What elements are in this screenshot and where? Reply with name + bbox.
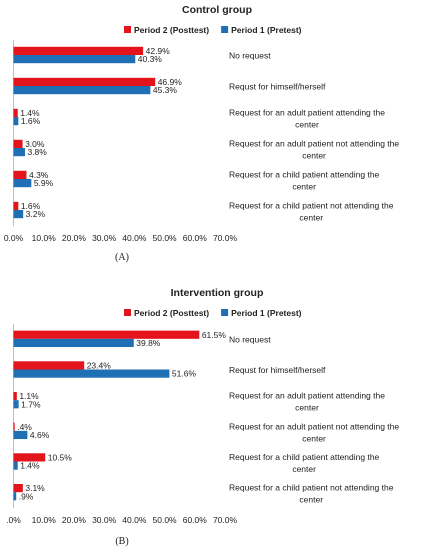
x-tick-label-8: 70.0% [213,233,238,243]
data-label-pretest-5: 5.9% [34,178,54,188]
data-label-posttest-5: 10.5% [48,453,73,463]
legend-swatch-2 [221,26,229,33]
legend-swatch-2 [221,309,229,316]
category-label-4: Request for an adult patient not attendi… [229,139,399,161]
bar-pretest-6 [13,210,24,219]
bar-posttest-3 [13,391,17,401]
chart-title: Control group [182,4,252,16]
bar-pretest-1 [13,338,134,348]
bar-pretest-6 [13,492,17,501]
category-label-4: Request for an adult patient not attendi… [229,421,399,443]
data-label-pretest-4: 4.6% [30,430,50,440]
x-tick-label-3: 20.0% [62,233,87,243]
bar-posttest-4 [13,139,23,148]
legend: Period 2 (Posttest) Period 1 (Pretest) [124,25,302,35]
data-label-posttest-6: 3.1% [25,483,45,493]
data-label-pretest-1: 40.3% [138,54,163,64]
data-label-posttest-1: 42.9% [146,46,171,56]
bar-posttest-2 [13,77,156,86]
data-label-posttest-1: 61.5% [202,330,227,340]
legend-label-1: Period 2 (Posttest) [134,25,209,35]
legend-swatch-1 [124,309,131,316]
bar-pretest-4 [13,430,28,440]
bar-posttest-2 [13,361,85,370]
legend: Period 2 (Posttest) Period 1 (Pretest) [124,308,302,318]
x-tick-label-5: 40.0% [122,515,147,525]
bar-posttest-3 [13,108,18,117]
category-label-1: No request [229,51,271,61]
data-label-posttest-4: 3.0% [25,139,45,149]
x-tick-label-8: 70.0% [213,515,238,525]
x-tick-label-4: 30.0% [92,233,117,243]
data-label-pretest-3: 1.6% [21,116,41,126]
chart-panel-1: Control group Period 2 (Posttest) Period 1… [4,4,400,263]
data-label-posttest-3: 1.1% [19,391,39,401]
data-label-pretest-6: 3.2% [26,209,46,219]
data-label-pretest-2: 45.3% [153,85,178,95]
category-label-3: Request for an adult patient attending t… [229,108,385,130]
bar-pretest-3 [13,117,19,126]
legend-label-2: Period 1 (Pretest) [231,308,302,318]
legend-label-1: Period 2 (Posttest) [134,308,209,318]
legend-label-2: Period 1 (Pretest) [231,25,302,35]
category-label-3: Request for an adult patient attending t… [229,391,385,413]
bar-posttest-1 [13,46,144,55]
category-label-2: Requst for himself/herself [229,82,326,92]
x-tick-label-5: 40.0% [122,233,147,243]
category-label-2: Requst for himself/herself [229,365,326,375]
x-tick-label-6: 50.0% [153,233,178,243]
data-label-posttest-6: 1.6% [21,201,41,211]
panel-label: (B) [115,536,128,547]
bar-pretest-2 [13,369,170,378]
x-tick-label-6: 50.0% [153,515,178,525]
chart-title: Intervention group [171,287,264,299]
category-label-5: Request for a child patient attending th… [229,452,380,474]
x-tick-label-1: 0.0% [4,233,24,243]
bar-posttest-5 [13,453,46,462]
x-tick-label-2: 10.0% [32,515,57,525]
x-tick-label-7: 60.0% [183,233,208,243]
bar-pretest-5 [13,179,32,188]
bar-posttest-6 [13,483,23,493]
data-label-pretest-5: 1.4% [20,461,40,471]
bar-pretest-2 [13,86,151,95]
x-tick-label-3: 20.0% [62,515,87,525]
bar-pretest-5 [13,461,18,470]
data-label-posttest-2: 46.9% [158,77,183,87]
panel-label: (A) [115,252,129,263]
x-tick-label-2: 10.0% [32,233,57,243]
bar-posttest-4 [13,422,15,431]
bar-posttest-1 [13,330,200,339]
legend-swatch-1 [124,26,131,33]
category-label-1: No request [229,334,271,344]
bar-posttest-6 [13,201,19,210]
data-label-pretest-3: 1.7% [21,399,41,409]
category-label-6: Request for a child patient not attendin… [229,483,394,505]
data-label-posttest-3: 1.4% [20,108,40,118]
data-label-posttest-2: 23.4% [87,361,112,371]
x-tick-label-7: 60.0% [183,515,208,525]
x-tick-label-1: .0% [6,515,21,525]
bar-pretest-4 [13,148,25,157]
data-label-posttest-5: 4.3% [29,170,49,180]
x-tick-label-4: 30.0% [92,515,117,525]
data-label-posttest-4: .4% [17,422,32,432]
data-label-pretest-2: 51.6% [172,369,197,379]
data-label-pretest-1: 39.8% [136,338,161,348]
category-label-6: Request for a child patient not attendin… [229,201,394,223]
data-label-pretest-4: 3.8% [27,147,47,157]
category-label-5: Request for a child patient attending th… [229,170,380,192]
bar-posttest-5 [13,170,27,179]
bar-pretest-1 [13,55,136,64]
data-label-pretest-6: .9% [19,491,34,501]
bar-pretest-3 [13,400,19,409]
